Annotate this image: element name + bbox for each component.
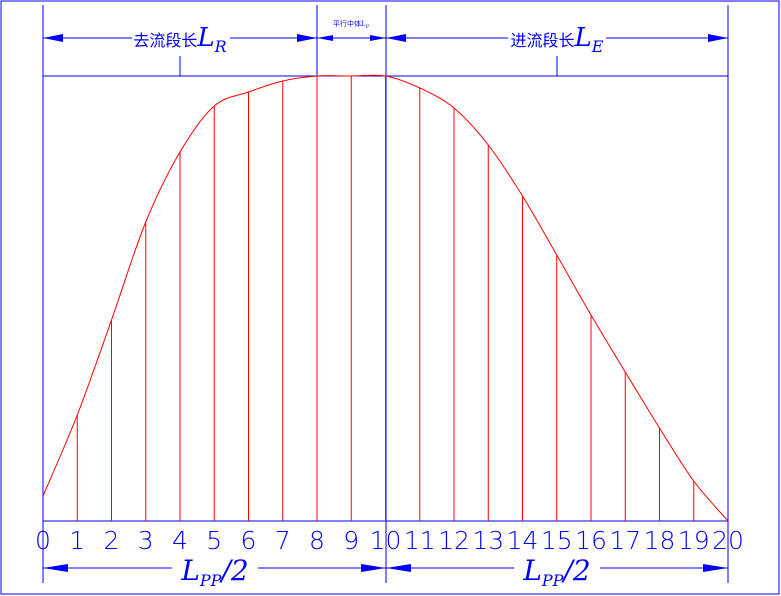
label-text: 去流段长 — [133, 31, 197, 50]
dimension: LPP/2 — [43, 552, 386, 590]
subscript: R — [214, 37, 227, 56]
station-label: 13 — [472, 526, 504, 555]
station-label: 18 — [644, 526, 676, 555]
subscript: P — [365, 24, 370, 30]
station-label: 6 — [241, 526, 257, 555]
dimension: 去流段长LR — [43, 23, 317, 56]
dimension: LPP/2 — [386, 552, 728, 590]
dimension: 平行中体LP — [317, 19, 386, 41]
station-label: 9 — [343, 526, 359, 555]
station-label: 1 — [69, 526, 85, 555]
half-length-label: LPP/2 — [180, 554, 248, 590]
station-label: 19 — [678, 526, 710, 555]
parallel-label: 平行中体LP — [333, 19, 370, 30]
station-label: 20 — [712, 526, 744, 555]
station-label: 3 — [138, 526, 154, 555]
station-label: 16 — [575, 526, 607, 555]
dimension: 进流段长LE — [386, 23, 728, 56]
subscript: E — [591, 37, 604, 56]
station-label: 5 — [206, 526, 222, 555]
suffix: /2 — [560, 554, 590, 587]
station-label: 0 — [35, 526, 51, 555]
station-label: 17 — [609, 526, 641, 555]
label-text: 进流段长 — [511, 31, 575, 50]
station-label: 11 — [404, 526, 436, 555]
entrance-label: 进流段长LE — [511, 23, 604, 56]
station-label: 8 — [309, 526, 325, 555]
symbol: L — [522, 554, 542, 587]
station-label: 10 — [370, 526, 402, 555]
station-label: 12 — [438, 526, 470, 555]
station-label: 2 — [104, 526, 120, 555]
station-label: 4 — [172, 526, 188, 555]
symbol: L — [360, 20, 366, 28]
symbol: L — [196, 23, 214, 53]
label-text: 平行中体 — [333, 19, 361, 28]
symbol: L — [574, 23, 592, 53]
station-label: 15 — [541, 526, 573, 555]
subscript: PP — [199, 571, 222, 590]
run-label: 去流段长LR — [133, 23, 226, 56]
symbol: L — [180, 554, 200, 587]
half-length-label: LPP/2 — [522, 554, 590, 590]
subscript: PP — [541, 571, 564, 590]
station-label: 14 — [507, 526, 539, 555]
station-label: 7 — [275, 526, 291, 555]
area-curve — [42, 74, 729, 522]
suffix: /2 — [218, 554, 248, 587]
